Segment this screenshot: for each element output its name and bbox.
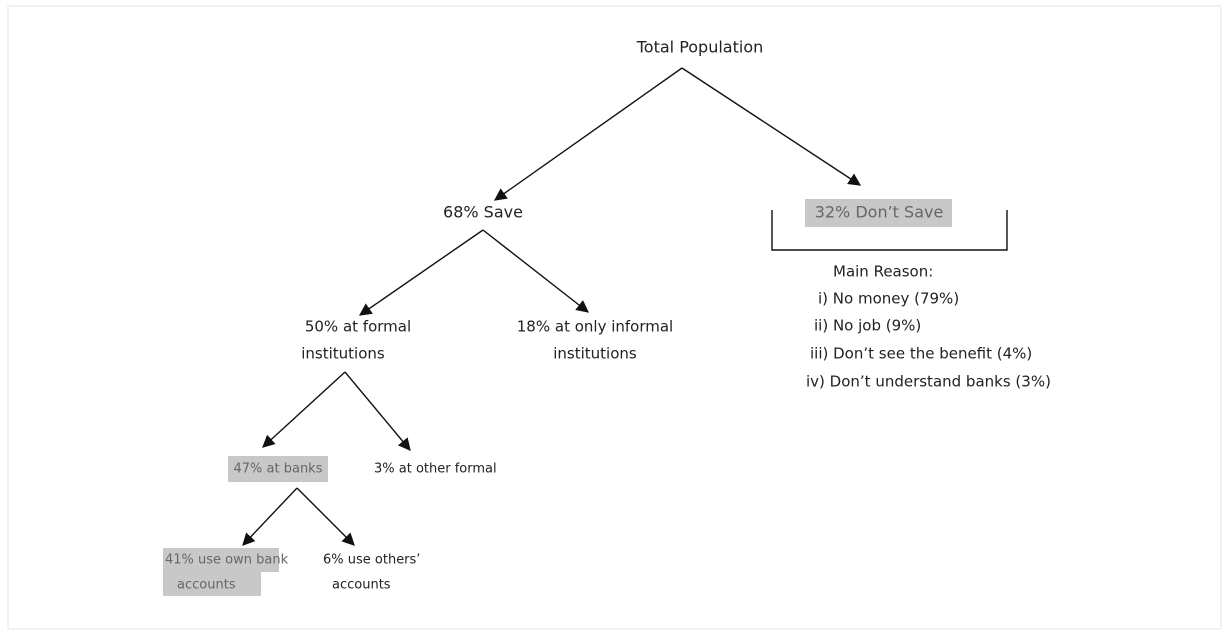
node-label: 41% use own bank <box>165 553 289 568</box>
frame <box>7 5 1222 630</box>
node-label: 18% at only informal <box>517 318 673 336</box>
node-label: 50% at formal <box>305 318 411 336</box>
bracket <box>771 210 1008 251</box>
highlight <box>805 199 952 227</box>
reason: i) No money (79%) <box>818 290 959 308</box>
node-label: 47% at banks <box>234 462 323 477</box>
node-label: institutions <box>301 345 385 363</box>
highlight <box>163 572 261 596</box>
reasons-title: Main Reason: <box>833 263 933 281</box>
node-label: 3% at other formal <box>374 462 497 477</box>
node-label: accounts <box>332 578 391 593</box>
node-label: 68% Save <box>443 203 523 222</box>
node-label: accounts <box>177 578 236 593</box>
node-label: institutions <box>553 345 637 363</box>
node-label: 6% use others’ <box>323 553 420 568</box>
reason: iii) Don’t see the benefit (4%) <box>810 345 1032 363</box>
node-label: Total Population <box>636 38 764 57</box>
arrows <box>242 67 862 546</box>
reason: iv) Don’t understand banks (3%) <box>806 373 1051 391</box>
highlight <box>163 548 279 572</box>
highlight <box>228 456 328 482</box>
reason: ii) No job (9%) <box>814 317 921 335</box>
node-label: 32% Don’t Save <box>815 203 944 222</box>
